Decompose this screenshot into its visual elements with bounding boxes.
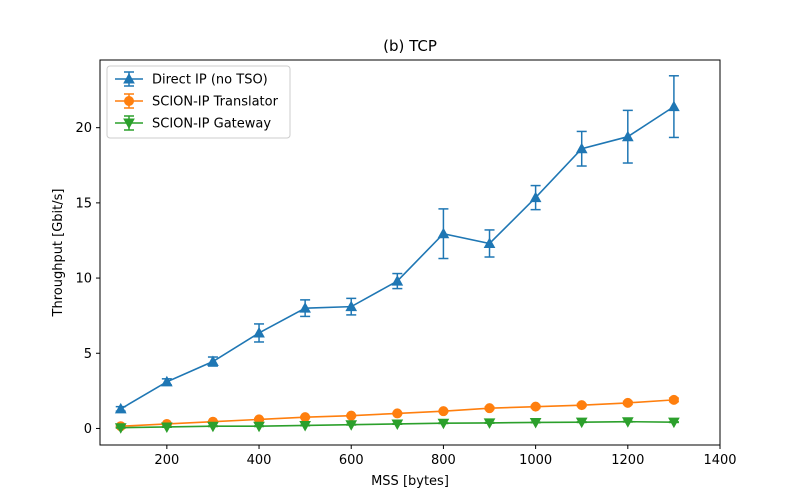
data-point [299, 302, 311, 313]
y-tick-label: 10 [75, 272, 92, 287]
legend-label: Direct IP (no TSO) [152, 73, 268, 88]
series-line [120, 105, 675, 410]
x-tick-label: 200 [154, 453, 179, 468]
data-point [207, 421, 219, 433]
x-tick-label: 800 [431, 453, 456, 468]
x-tick-label: 1400 [703, 453, 736, 468]
data-point [391, 419, 404, 430]
data-point [668, 100, 680, 112]
legend-box [106, 65, 291, 139]
data-point [575, 417, 588, 429]
data-point [575, 142, 588, 154]
data-point [529, 417, 542, 429]
x-axis-ticks: 200 400 600 800 1000 1200 1400 [154, 445, 737, 468]
y-axis-label: Throughput [Gbit/s] [51, 189, 66, 318]
data-point [345, 420, 358, 431]
y-tick-label: 15 [75, 196, 92, 211]
data-point [253, 421, 265, 433]
series-0 [114, 75, 680, 414]
data-point [207, 355, 219, 367]
x-tick-label: 600 [339, 453, 364, 468]
plot-area [99, 59, 721, 446]
y-tick-label: 5 [84, 347, 92, 362]
data-point [483, 418, 496, 429]
data-point [576, 400, 587, 411]
data-point [530, 401, 541, 412]
data-point [160, 422, 173, 433]
y-axis-ticks: 0 5 10 15 20 [75, 121, 100, 437]
data-point [437, 227, 450, 239]
data-point [668, 394, 679, 405]
legend-marker [124, 96, 134, 106]
y-tick-label: 20 [75, 121, 92, 136]
data-point [438, 406, 449, 417]
x-tick-label: 1000 [519, 453, 552, 468]
x-tick-label: 1200 [611, 453, 644, 468]
legend: Direct IP (no TSO) SCION-IP Translator SCI… [106, 65, 291, 139]
data-point [300, 412, 311, 423]
data-point [483, 237, 496, 248]
data-point [622, 397, 633, 408]
data-point [621, 130, 634, 142]
data-point [668, 417, 680, 429]
legend-label: SCION-IP Translator [152, 95, 279, 110]
series-2 [114, 417, 680, 434]
data-point [299, 420, 311, 432]
data-point [114, 402, 127, 414]
x-axis-label: MSS [bytes] [371, 474, 449, 489]
data-point [529, 191, 542, 203]
chart-title: (b) TCP [383, 37, 437, 55]
legend-marker [123, 72, 135, 84]
data-point [253, 326, 265, 338]
data-point [391, 275, 404, 286]
legend-marker [123, 118, 135, 130]
legend-label: SCION-IP Gateway [152, 117, 271, 132]
x-tick-label: 400 [247, 453, 272, 468]
data-point [345, 300, 358, 312]
data-point [160, 375, 173, 387]
y-tick-label: 0 [84, 422, 92, 437]
data-point [392, 408, 403, 419]
data-point [114, 423, 127, 434]
data-point [346, 410, 357, 421]
plot-frame [99, 59, 721, 446]
data-point [621, 417, 634, 428]
data-point [484, 403, 495, 414]
data-point [437, 418, 450, 430]
